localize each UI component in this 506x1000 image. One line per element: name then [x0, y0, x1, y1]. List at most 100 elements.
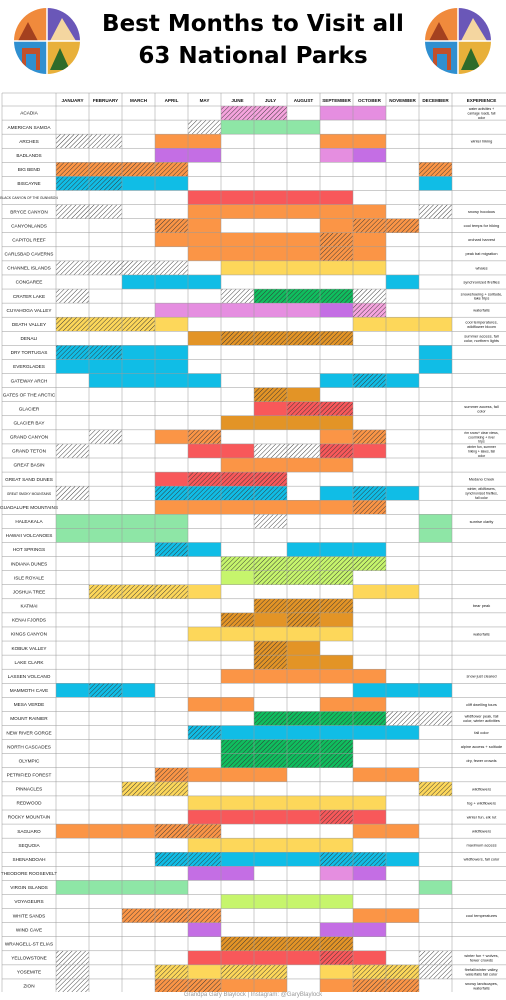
cell-redwood-september — [320, 795, 353, 810]
cell-death-valley-may — [188, 317, 221, 332]
cell-mesa-verde-march — [122, 697, 155, 712]
cell-cuyahoga-valley-april — [155, 303, 188, 318]
cell-hawaii-volcanoes-october — [353, 528, 386, 543]
cell-katmai-march — [122, 598, 155, 613]
cell-gateway-arch-august — [287, 373, 320, 388]
cell-wrangell-st-elias-january — [56, 936, 89, 951]
cell-hatch-denali-august — [287, 331, 320, 346]
cell-saguaro-september — [320, 824, 353, 839]
cell-north-cascades-january — [56, 739, 89, 754]
cell-hatch-new-river-gorge-may — [188, 725, 221, 740]
experience-glacier: summer access, fall color — [464, 404, 499, 413]
cell-hatch-yosemite-december — [419, 964, 452, 979]
cell-rocky-mountain-august — [287, 810, 320, 825]
cell-biscayne-march — [122, 176, 155, 191]
cell-hawaii-volcanoes-august — [287, 528, 320, 543]
cell-canyonlands-march — [122, 218, 155, 233]
park-label-mount-rainier: MOUNT RAINIER — [10, 716, 48, 721]
cell-north-cascades-may — [188, 739, 221, 754]
cell-hatch-mount-rainier-august — [287, 711, 320, 726]
cell-hatch-yosemite-april — [155, 964, 188, 979]
cell-wrangell-st-elias-october — [353, 936, 386, 951]
cell-hatch-joshua-tree-april — [155, 584, 188, 599]
cell-american-samoa-march — [122, 120, 155, 135]
cell-grand-canyon-august — [287, 429, 320, 444]
cell-hatch-crater-lake-august — [287, 289, 320, 304]
cell-hawaii-volcanoes-april — [155, 528, 188, 543]
cell-hatch-great-smoky-mountains-october — [353, 486, 386, 501]
cell-grand-teton-march — [122, 443, 155, 458]
cell-lassen-volcano-february — [89, 669, 122, 684]
park-label-gates-of-the-arctic: GATES OF THE ARCTIC — [3, 392, 56, 397]
cell-rocky-mountain-december — [419, 810, 452, 825]
cell-indiana-dunes-may — [188, 556, 221, 571]
cell-zion-march — [122, 978, 155, 992]
cell-haleakala-october — [353, 514, 386, 529]
cell-grand-canyon-july — [254, 429, 287, 444]
cell-great-basin-january — [56, 458, 89, 473]
cell-sequoia-october — [353, 838, 386, 853]
cell-capitol-reef-june — [221, 232, 254, 247]
cell-mammoth-cave-december — [419, 683, 452, 698]
cell-everglades-august — [287, 359, 320, 374]
cell-isle-royale-may — [188, 570, 221, 585]
cell-hatch-big-bend-december — [419, 162, 452, 177]
cell-wind-cave-july — [254, 922, 287, 937]
park-label-grand-teton: GRAND TETON — [12, 449, 46, 454]
cell-lassen-volcano-april — [155, 669, 188, 684]
cell-bryce-canyon-may — [188, 204, 221, 219]
cell-haleakala-june — [221, 514, 254, 529]
park-label-shenandoah: SHENANDOAH — [12, 857, 45, 862]
cell-carlsbad-caverns-april — [155, 246, 188, 261]
cell-bryce-canyon-april — [155, 204, 188, 219]
cell-katmai-april — [155, 598, 188, 613]
cell-haleakala-december — [419, 514, 452, 529]
cell-pinnacles-may — [188, 781, 221, 796]
cell-capitol-reef-december — [419, 232, 452, 247]
cell-gates-of-the-arctic-october — [353, 387, 386, 402]
cell-voyageurs-january — [56, 894, 89, 909]
cell-petrified-forest-november — [386, 767, 419, 782]
cell-shenandoah-august — [287, 852, 320, 867]
cell-gates-of-the-arctic-april — [155, 387, 188, 402]
park-label-hot-springs: HOT SPRINGS — [13, 547, 45, 552]
cell-redwood-june — [221, 795, 254, 810]
cell-wind-cave-february — [89, 922, 122, 937]
cell-theodore-roosevelt-july — [254, 866, 287, 881]
park-label-joshua-tree: JOSHUA TREE — [13, 589, 45, 594]
cell-great-sand-dunes-august — [287, 472, 320, 487]
cell-hatch-olympic-august — [287, 753, 320, 768]
cell-badlands-april — [155, 148, 188, 163]
cell-lassen-volcano-december — [419, 669, 452, 684]
cell-sequoia-may — [188, 838, 221, 853]
cell-hatch-great-sand-dunes-july — [254, 472, 287, 487]
cell-hot-springs-september — [320, 542, 353, 557]
cell-lake-clark-january — [56, 655, 89, 670]
cell-kobuk-valley-june — [221, 641, 254, 656]
cell-hawaii-volcanoes-january — [56, 528, 89, 543]
cell-pinnacles-july — [254, 781, 287, 796]
cell-rocky-mountain-june — [221, 810, 254, 825]
cell-glacier-bay-april — [155, 415, 188, 430]
cell-virgin-islands-september — [320, 880, 353, 895]
cell-kings-canyon-august — [287, 626, 320, 642]
cell-hatch-north-cascades-august — [287, 739, 320, 754]
cell-lake-clark-june — [221, 655, 254, 670]
cell-joshua-tree-december — [419, 584, 452, 599]
cell-everglades-september — [320, 359, 353, 374]
cell-hatch-north-cascades-july — [254, 739, 287, 754]
cell-hatch-yosemite-november — [386, 964, 419, 979]
cell-cuyahoga-valley-november — [386, 303, 419, 318]
cell-white-sands-january — [56, 908, 89, 923]
cell-saguaro-december — [419, 824, 452, 839]
cell-rocky-mountain-may — [188, 810, 221, 825]
cell-redwood-march — [122, 795, 155, 810]
cell-hatch-grand-teton-august — [287, 443, 320, 458]
cell-acadia-april — [155, 106, 188, 121]
cell-redwood-november — [386, 795, 419, 810]
cell-joshua-tree-january — [56, 584, 89, 599]
cell-sequoia-august — [287, 838, 320, 853]
cell-badlands-november — [386, 148, 419, 163]
cell-katmai-june — [221, 598, 254, 613]
cell-kings-canyon-november — [386, 626, 419, 642]
